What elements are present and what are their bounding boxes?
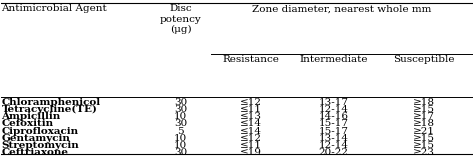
Text: Disc
potency
(μg): Disc potency (μg) bbox=[160, 4, 201, 34]
Text: Ciprofloxacin: Ciprofloxacin bbox=[1, 127, 79, 136]
Text: ≤19: ≤19 bbox=[240, 148, 262, 157]
Text: 10: 10 bbox=[174, 134, 187, 143]
Text: Tetracycline(TE): Tetracycline(TE) bbox=[1, 105, 97, 114]
Text: 30: 30 bbox=[174, 148, 187, 157]
Text: 15-17: 15-17 bbox=[319, 127, 348, 136]
Text: Ceftriaxone: Ceftriaxone bbox=[1, 148, 68, 157]
Text: ≤12: ≤12 bbox=[240, 134, 262, 143]
Text: ≤11: ≤11 bbox=[240, 141, 262, 150]
Text: Susceptible: Susceptible bbox=[393, 56, 455, 64]
Text: Chloramphenicol: Chloramphenicol bbox=[1, 98, 100, 107]
Text: 10: 10 bbox=[174, 112, 187, 121]
Text: 13-17: 13-17 bbox=[319, 98, 348, 107]
Text: Zone diameter, nearest whole mm: Zone diameter, nearest whole mm bbox=[252, 4, 431, 13]
Text: Resistance: Resistance bbox=[223, 56, 280, 64]
Text: 30: 30 bbox=[174, 119, 187, 128]
Text: 15-17: 15-17 bbox=[319, 119, 348, 128]
Text: 12-14: 12-14 bbox=[319, 141, 348, 150]
Text: ≤14: ≤14 bbox=[240, 127, 262, 136]
Text: ≥15: ≥15 bbox=[413, 141, 435, 150]
Text: ≤11: ≤11 bbox=[240, 105, 262, 114]
Text: Ampicillin: Ampicillin bbox=[1, 112, 61, 121]
Text: 14-16: 14-16 bbox=[319, 112, 348, 121]
Text: 30: 30 bbox=[174, 105, 187, 114]
Text: ≤12: ≤12 bbox=[240, 98, 262, 107]
Text: ≥23: ≥23 bbox=[413, 148, 435, 157]
Text: 20-22: 20-22 bbox=[319, 148, 348, 157]
Text: 5: 5 bbox=[177, 127, 184, 136]
Text: 30: 30 bbox=[174, 98, 187, 107]
Text: ≥17: ≥17 bbox=[413, 112, 435, 121]
Text: ≥15: ≥15 bbox=[413, 105, 435, 114]
Text: ≤14: ≤14 bbox=[240, 119, 262, 128]
Text: 13-14: 13-14 bbox=[319, 134, 348, 143]
Text: Intermediate: Intermediate bbox=[300, 56, 368, 64]
Text: Streptomycin: Streptomycin bbox=[1, 141, 79, 150]
Text: 12-14: 12-14 bbox=[319, 105, 348, 114]
Text: ≥21: ≥21 bbox=[413, 127, 435, 136]
Text: Cefoxitin: Cefoxitin bbox=[1, 119, 54, 128]
Text: ≥18: ≥18 bbox=[413, 98, 435, 107]
Text: ≥18: ≥18 bbox=[413, 119, 435, 128]
Text: Antimicrobial Agent: Antimicrobial Agent bbox=[1, 4, 107, 13]
Text: ≥15: ≥15 bbox=[413, 134, 435, 143]
Text: ≤13: ≤13 bbox=[240, 112, 262, 121]
Text: Gentamycin: Gentamycin bbox=[1, 134, 70, 143]
Text: 10: 10 bbox=[174, 141, 187, 150]
